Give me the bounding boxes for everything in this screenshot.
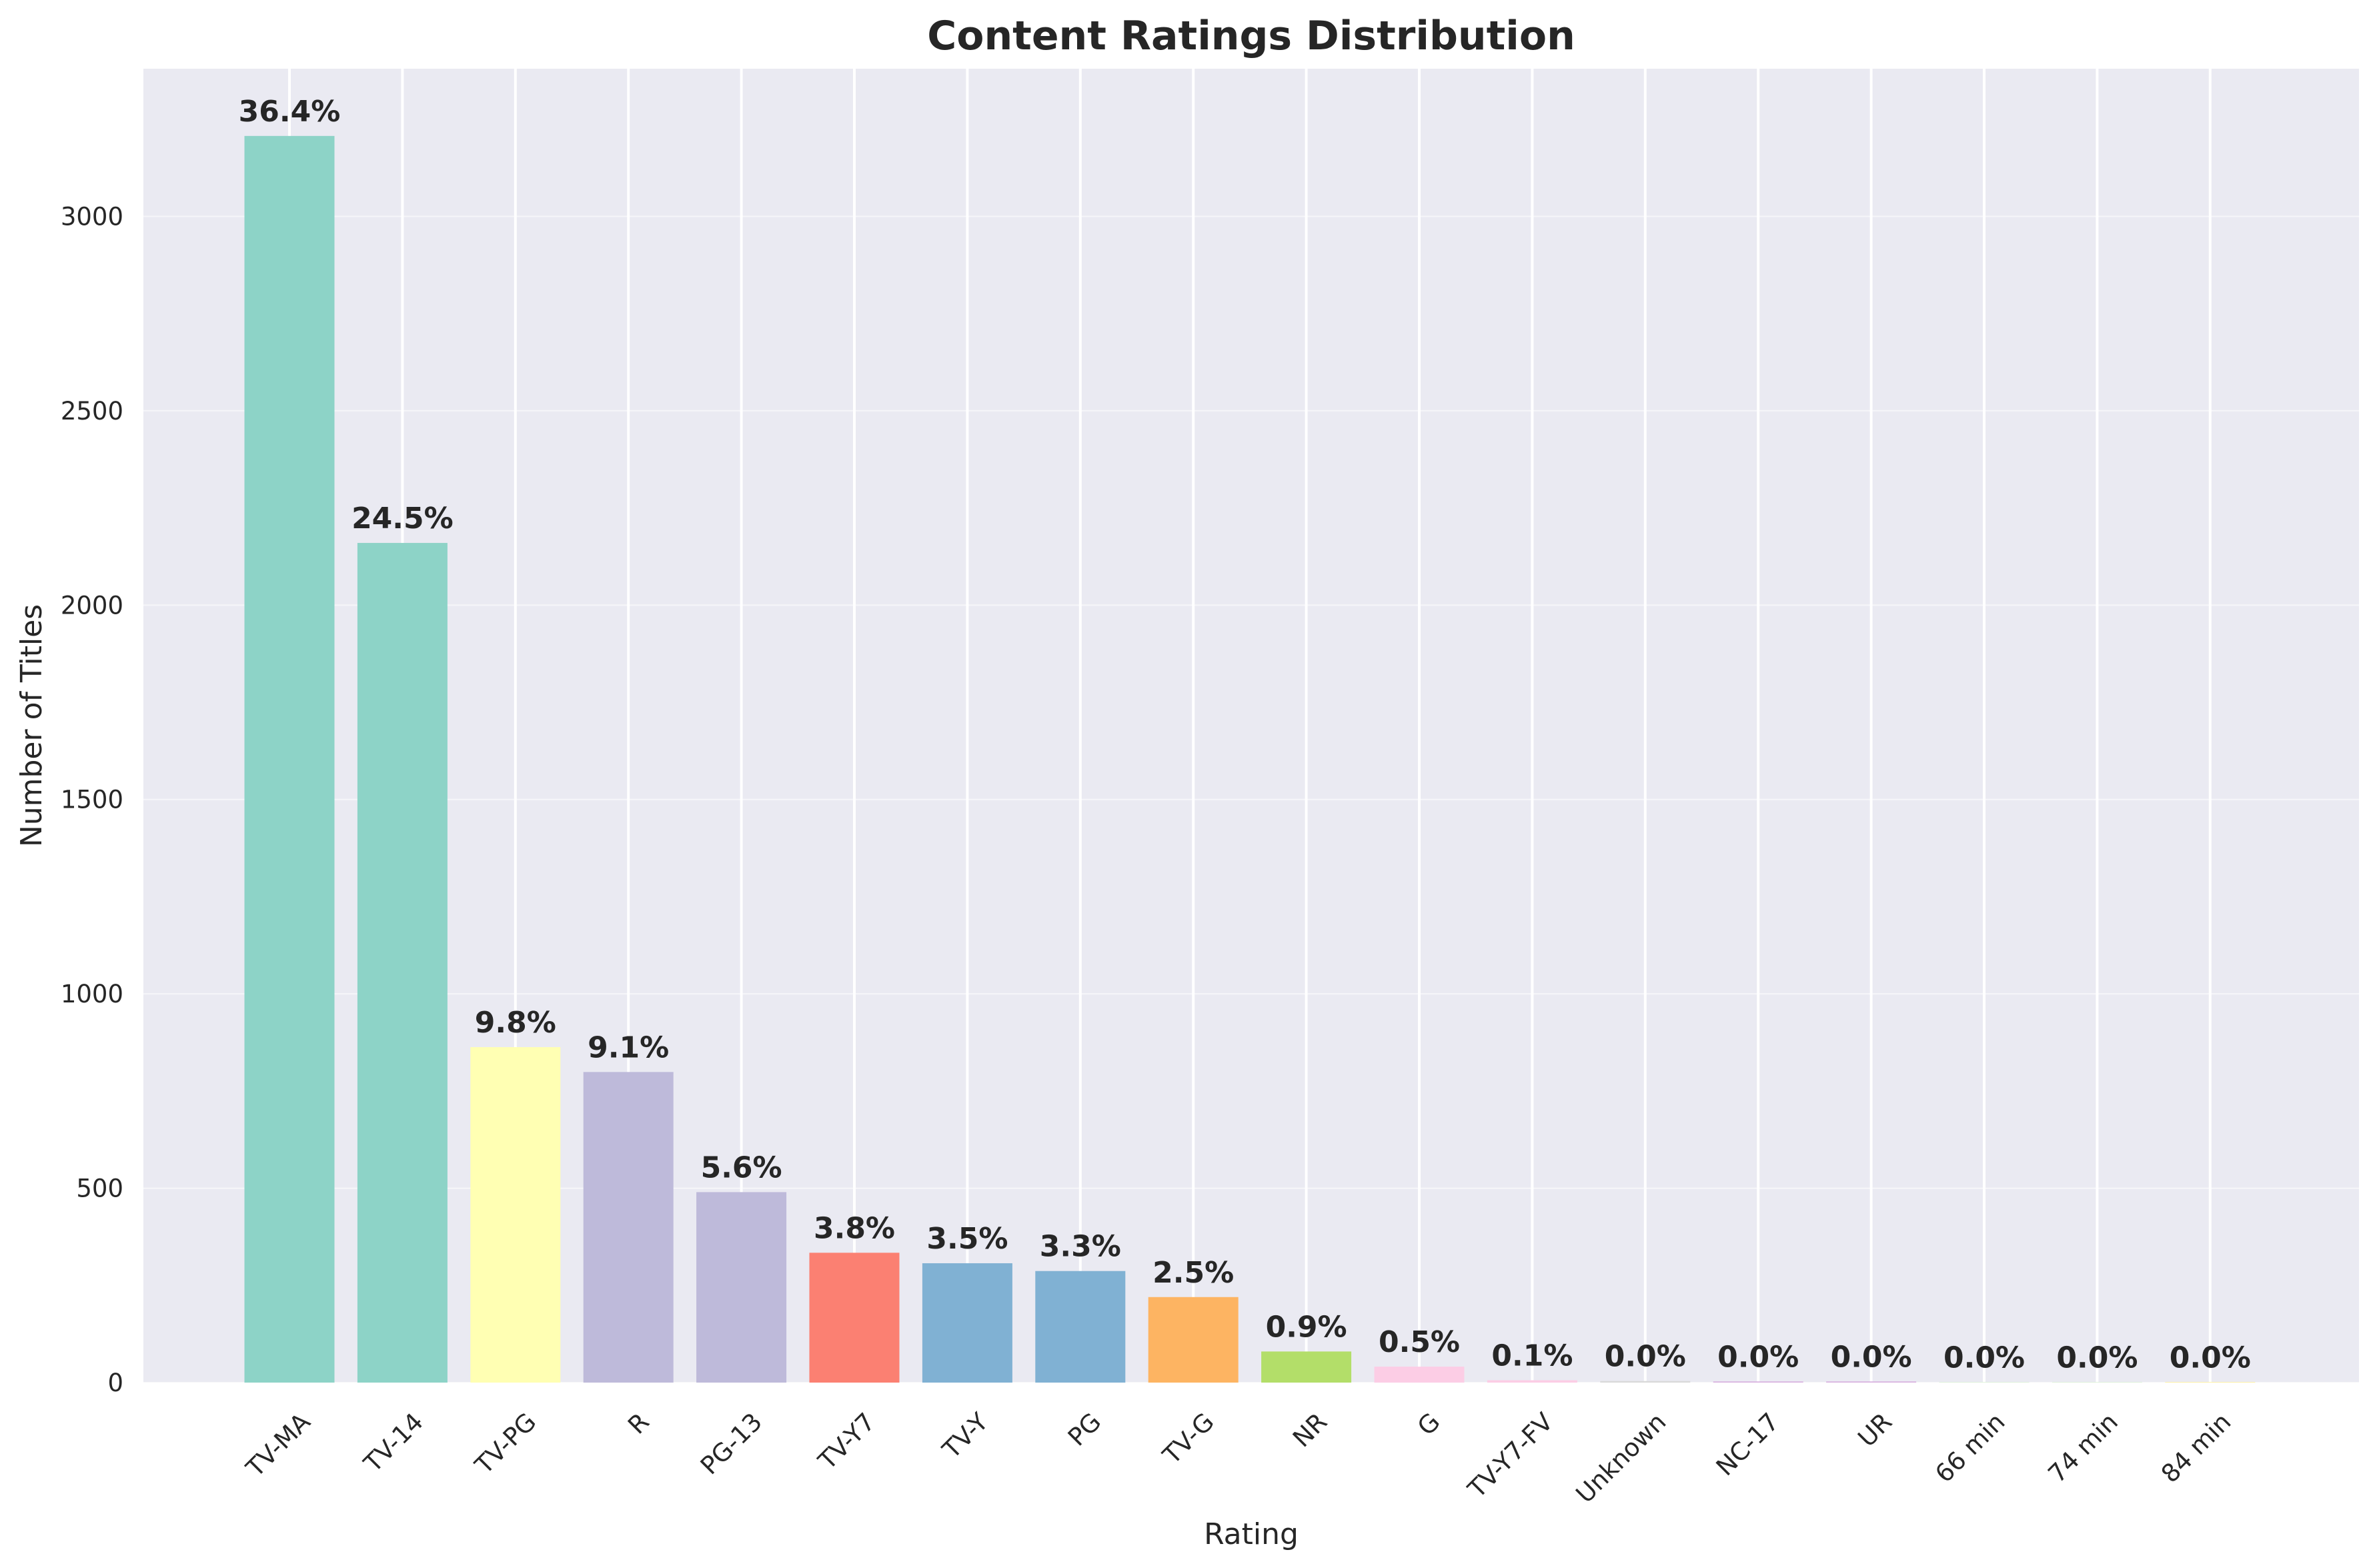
bar: [809, 1253, 900, 1383]
y-axis-ticks: 0 500 1000 1500 2000 2500 3000: [61, 202, 123, 1397]
bar-value-label: 36.4%: [239, 95, 341, 129]
bar-value-label: 0.9%: [1266, 1310, 1347, 1344]
bar-value-label: 3.5%: [926, 1222, 1008, 1256]
x-tick-label: TV-MA: [240, 1407, 315, 1483]
y-tick-label: 0: [107, 1369, 123, 1397]
bar: [1035, 1271, 1126, 1383]
bar: [1261, 1351, 1352, 1383]
x-tick-label: TV-Y7: [812, 1407, 880, 1475]
x-tick-label: NC-17: [1711, 1407, 1785, 1481]
bar: [583, 1072, 674, 1383]
bar-value-label: 0.5%: [1379, 1325, 1460, 1359]
y-axis-label: Number of Titles: [15, 604, 49, 847]
x-tick-label: UR: [1852, 1407, 1897, 1453]
bar-value-label: 5.6%: [701, 1150, 782, 1185]
bar-value-label: 0.1%: [1491, 1339, 1573, 1373]
x-tick-label: TV-PG: [469, 1407, 542, 1480]
x-tick-label: TV-Y: [936, 1407, 994, 1465]
bar: [1600, 1381, 1691, 1383]
bar: [2165, 1382, 2256, 1383]
bar-value-label: 2.5%: [1152, 1256, 1234, 1290]
bar: [470, 1047, 561, 1383]
y-tick-label: 3000: [61, 202, 123, 231]
bar: [1939, 1382, 2030, 1383]
bar: [1148, 1297, 1239, 1383]
y-tick-label: 1000: [61, 980, 123, 1008]
bar-value-label: 0.0%: [1831, 1340, 1912, 1374]
chart-title: Content Ratings Distribution: [927, 13, 1575, 59]
bar-value-label: 9.1%: [588, 1030, 669, 1064]
bar: [357, 543, 448, 1383]
bar-value-label: 24.5%: [351, 502, 454, 536]
bars: [244, 135, 2256, 1383]
y-tick-label: 2500: [61, 397, 123, 426]
x-tick-label: Unknown: [1571, 1407, 1672, 1509]
x-tick-label: G: [1412, 1407, 1446, 1441]
x-axis-ticks: TV-MA TV-14 TV-PG R PG-13 TV-Y7 TV-Y PG TV-G NR G T…: [240, 1407, 2236, 1509]
bar-value-label: 0.0%: [2170, 1341, 2251, 1375]
bar: [922, 1263, 1012, 1383]
bar-value-label: 0.0%: [1943, 1341, 2025, 1375]
x-tick-label: NR: [1287, 1407, 1333, 1453]
x-tick-label: TV-14: [358, 1407, 429, 1478]
y-tick-label: 500: [76, 1174, 123, 1203]
x-tick-label: 66 min: [1929, 1407, 2010, 1488]
x-tick-label: 74 min: [2043, 1407, 2124, 1488]
x-tick-label: PG-13: [695, 1407, 768, 1480]
data-labels: 36.4% 24.5% 9.8% 9.1% 5.6% 3.8% 3.5% 3.3% 2.5% 0.…: [239, 95, 2251, 1375]
y-tick-label: 1500: [61, 786, 123, 814]
x-tick-label: TV-Y7-FV: [1462, 1407, 1559, 1504]
bar: [1826, 1381, 1917, 1383]
bar-value-label: 3.8%: [814, 1211, 895, 1245]
bar: [1487, 1380, 1577, 1383]
x-axis-label: Rating: [1204, 1517, 1299, 1551]
bar-value-label: 0.0%: [1717, 1340, 1799, 1374]
bar-value-label: 3.3%: [1040, 1230, 1121, 1264]
bar-value-label: 9.8%: [475, 1006, 556, 1040]
bar: [244, 135, 335, 1383]
x-tick-label: R: [622, 1407, 655, 1440]
bar-value-label: 0.0%: [1605, 1340, 1686, 1374]
x-tick-label: TV-G: [1157, 1407, 1220, 1470]
y-tick-label: 2000: [61, 591, 123, 620]
x-tick-label: PG: [1062, 1407, 1106, 1451]
bar: [2052, 1382, 2142, 1383]
x-tick-label: 84 min: [2156, 1407, 2236, 1488]
bar: [696, 1192, 787, 1383]
bar: [1713, 1381, 1803, 1383]
bar-value-label: 0.0%: [2056, 1341, 2138, 1375]
bar: [1374, 1367, 1465, 1383]
